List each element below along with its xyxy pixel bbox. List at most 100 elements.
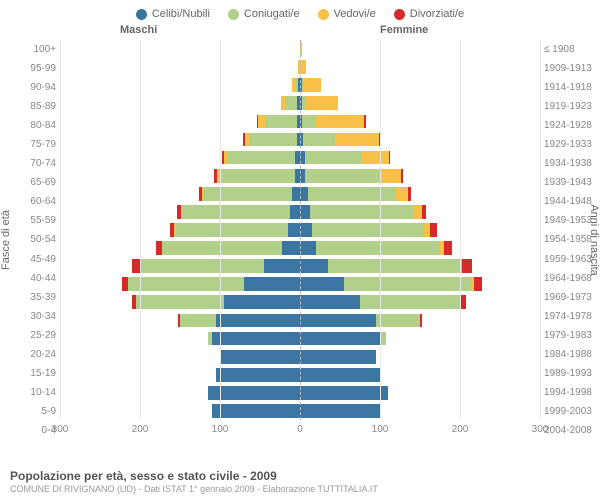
x-tick: 100 [212,424,229,435]
male-bar [292,78,300,92]
male-bar [177,205,300,219]
female-bar [300,151,390,165]
female-bar [300,350,376,364]
bar-segment [306,96,338,110]
female-bar [300,205,426,219]
age-tick: 100+ [12,40,56,59]
female-bar [300,133,381,147]
grid-line [460,40,461,420]
age-tick: 10-14 [12,383,56,402]
age-tick: 5-9 [12,402,56,421]
legend-item: Celibi/Nubili [136,8,210,20]
bar-segment [344,277,472,291]
bar-segment [300,404,380,418]
age-tick: 45-49 [12,250,56,269]
bar-segment [264,259,300,273]
bar-segment [300,241,316,255]
age-tick: 65-69 [12,173,56,192]
female-bar [300,223,437,237]
x-axis: 3002001000100200300 [60,420,540,440]
bar-segment [420,314,422,328]
birth-tick: 1984-1988 [544,345,598,364]
bar-segment [136,295,224,309]
y-axis-title-left: Fasce di età [0,210,12,270]
male-bar [178,314,300,328]
male-bar [132,259,300,273]
bar-segment [360,295,460,309]
legend-label: Vedovi/e [334,8,376,20]
legend-dot-icon [394,9,405,20]
bar-segment [462,259,472,273]
footer: Popolazione per età, sesso e stato civil… [10,469,378,494]
birth-tick: 1909-1913 [544,59,598,78]
male-bar [208,386,300,400]
bar-segment [300,368,380,382]
female-bar [300,314,422,328]
gender-labels: Maschi Femmine [0,24,600,40]
bar-segment [305,169,381,183]
bar-segment [227,151,295,165]
female-bar [300,277,482,291]
female-bar [300,386,388,400]
age-tick: 35-39 [12,288,56,307]
bar-segment [474,277,482,291]
chart-subtitle: COMUNE DI RIVIGNANO (UD) - Dati ISTAT 1°… [10,484,378,494]
birth-tick: 1919-1923 [544,97,598,116]
age-tick: 95-99 [12,59,56,78]
legend-item: Divorziati/e [394,8,464,20]
male-bar [212,404,300,418]
bar-segment [288,223,300,237]
age-axis: 100+95-9990-9485-8980-8475-7970-7465-696… [12,40,56,440]
bar-segment [303,78,321,92]
male-bar [243,133,300,147]
bar-segment [396,187,408,201]
bar-segment [282,241,300,255]
x-tick: 300 [532,424,549,435]
bar-segment [204,187,292,201]
bar-segment [176,223,288,237]
male-bar [170,223,300,237]
legend-item: Coniugati/e [228,8,300,20]
bar-segment [401,169,403,183]
male-bar [257,115,300,129]
bar-segment [300,259,328,273]
age-tick: 40-44 [12,269,56,288]
age-tick: 55-59 [12,211,56,230]
bar-segment [265,115,297,129]
bar-segment [290,205,300,219]
bar-segment [328,259,460,273]
bar-segment [300,205,310,219]
bar-segment [182,205,290,219]
legend-item: Vedovi/e [318,8,376,20]
female-bar [300,332,386,346]
grid-line [220,40,221,420]
birth-tick: 1979-1983 [544,326,598,345]
male-bar [122,277,300,291]
legend-label: Coniugati/e [244,8,300,20]
bar-segment [444,241,452,255]
bar-segment [300,295,360,309]
bar-segment [305,151,361,165]
bar-segment [408,187,411,201]
birth-tick: 1954-1958 [544,230,598,249]
grid-line [140,40,141,420]
age-tick: 70-74 [12,154,56,173]
bar-segment [430,223,436,237]
chart-area: Fasce di età Anni di nascita 100+95-9990… [60,40,540,440]
birth-axis: ≤ 19081909-19131914-19181919-19231924-19… [544,40,598,440]
bar-segment [219,169,295,183]
bar-segment [128,277,244,291]
age-tick: 25-29 [12,326,56,345]
male-bar [216,368,300,382]
legend-dot-icon [318,9,329,20]
age-tick: 0-4 [12,421,56,440]
bar-segment [312,223,424,237]
legend-dot-icon [136,9,147,20]
bar-segment [292,187,300,201]
bar-segment [300,187,308,201]
bar-segment [335,133,379,147]
birth-tick: 1929-1933 [544,135,598,154]
birth-tick: 1969-1973 [544,288,598,307]
age-tick: 50-54 [12,230,56,249]
birth-tick: 1999-2003 [544,402,598,421]
